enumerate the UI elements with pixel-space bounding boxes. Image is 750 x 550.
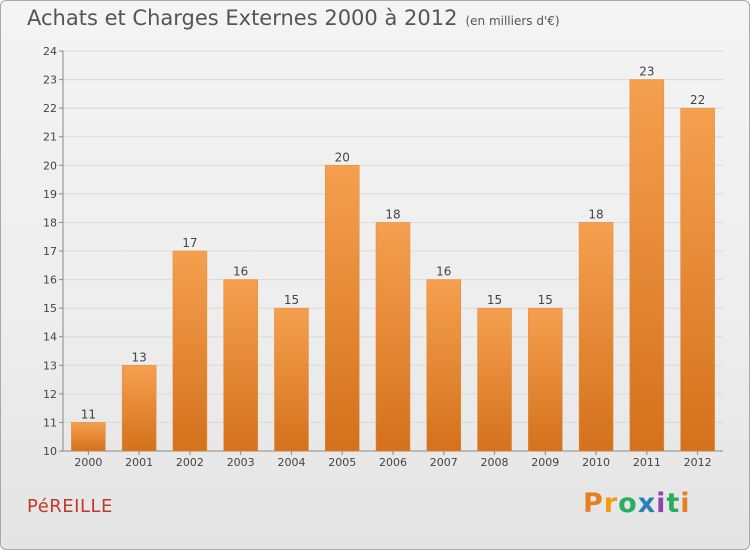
- bar-2004: [274, 307, 309, 452]
- logo-letter: r: [603, 488, 619, 519]
- logo-letter: t: [666, 488, 681, 519]
- data-labels: 11 13 17 16 15 20 18 16 15 15 18 23 22: [81, 65, 706, 422]
- bar-2011: [629, 79, 665, 452]
- data-label-2010: 18: [588, 207, 603, 221]
- x-tick-label-2010: 2010: [582, 456, 610, 469]
- commune-name: PéREILLE: [27, 496, 113, 517]
- data-label-2005: 20: [335, 150, 350, 164]
- chart-subtitle: (en milliers d'€): [465, 14, 560, 28]
- x-tick-label-2011: 2011: [633, 456, 661, 469]
- y-tick-label: 14: [43, 331, 57, 344]
- y-tick-label: 10: [43, 445, 57, 458]
- logo-letter: i: [680, 488, 691, 519]
- y-tick-label: 19: [43, 188, 57, 201]
- bar-2009: [528, 307, 563, 452]
- y-tick-label: 20: [43, 159, 57, 172]
- logo-letter: i: [656, 488, 667, 519]
- data-label-2011: 23: [639, 65, 654, 79]
- y-tick-label: 18: [43, 216, 57, 229]
- y-tick-label: 11: [43, 416, 57, 429]
- x-tick-label-2008: 2008: [481, 456, 509, 469]
- data-label-2000: 11: [81, 407, 96, 421]
- x-tick-label-2004: 2004: [277, 456, 305, 469]
- x-tick-label-2000: 2000: [74, 456, 102, 469]
- bar-2010: [578, 222, 614, 452]
- y-tick-label: 13: [43, 359, 57, 372]
- chart-title: Achats et Charges Externes 2000 à 2012 (e…: [27, 6, 560, 30]
- bar-2012: [680, 107, 715, 452]
- logo-letter: o: [618, 488, 638, 519]
- data-label-2004: 15: [284, 293, 299, 307]
- x-tick-label-2002: 2002: [176, 456, 204, 469]
- proxiti-logo: Proxiti: [583, 488, 691, 519]
- data-label-2001: 13: [132, 350, 147, 364]
- bar-2005: [324, 165, 360, 452]
- data-label-2006: 18: [385, 207, 400, 221]
- x-tick-label-2001: 2001: [125, 456, 153, 469]
- bar-2007: [426, 279, 462, 452]
- x-tick-label-2006: 2006: [379, 456, 407, 469]
- data-label-2003: 16: [233, 265, 248, 279]
- y-tick-label: 22: [43, 102, 57, 115]
- y-tick-label: 15: [43, 302, 57, 315]
- bar-2003: [223, 279, 258, 452]
- bar-2006: [375, 222, 411, 452]
- bar-2000: [71, 422, 106, 452]
- data-label-2002: 17: [182, 236, 197, 250]
- bar-2002: [172, 250, 208, 452]
- bars: [71, 79, 715, 452]
- y-tick-label: 23: [43, 74, 57, 87]
- y-tick-label: 17: [43, 245, 57, 258]
- x-tick-label-2009: 2009: [531, 456, 559, 469]
- data-label-2012: 22: [690, 93, 705, 107]
- logo-letter: P: [583, 488, 604, 519]
- data-label-2008: 15: [487, 293, 502, 307]
- x-tick-label-2012: 2012: [684, 456, 712, 469]
- x-tick-label-2005: 2005: [328, 456, 356, 469]
- y-tick-label: 16: [43, 274, 57, 287]
- data-label-2007: 16: [436, 265, 451, 279]
- bar-2008: [477, 307, 512, 452]
- y-tick-label: 21: [43, 131, 57, 144]
- x-tick-label-2007: 2007: [430, 456, 458, 469]
- y-tick-label: 12: [43, 388, 57, 401]
- y-tick-label: 24: [43, 45, 57, 58]
- bar-2001: [121, 365, 157, 452]
- data-label-2009: 15: [538, 293, 553, 307]
- logo-letter: x: [637, 488, 657, 519]
- chart-title-text: Achats et Charges Externes 2000 à 2012: [27, 6, 458, 30]
- x-tick-label-2003: 2003: [227, 456, 255, 469]
